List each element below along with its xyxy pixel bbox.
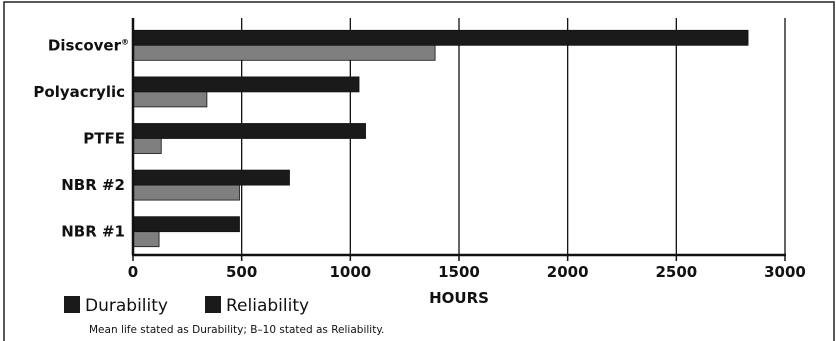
bar-durability-nbr-1 bbox=[132, 216, 240, 233]
bar-reliability-nbr-1 bbox=[132, 231, 160, 248]
chart-note: Mean life stated as Durability; B–10 sta… bbox=[89, 324, 384, 336]
category-label: PTFE bbox=[83, 130, 125, 148]
bar-reliability-nbr-2 bbox=[132, 184, 240, 201]
bar-durability-polyacrylic bbox=[132, 76, 360, 93]
tick-label: 2500 bbox=[655, 263, 697, 281]
tick-label: 2000 bbox=[547, 263, 589, 281]
tick-label: 1000 bbox=[329, 263, 371, 281]
legend-label: Reliability bbox=[226, 296, 309, 316]
bar-durability-nbr-2 bbox=[132, 169, 290, 186]
legend: Durability Reliability bbox=[64, 296, 309, 316]
tick-label: 1500 bbox=[438, 263, 480, 281]
tick-label: 500 bbox=[226, 263, 257, 281]
x-ticks: 0 500 1000 1500 2000 2500 3000 bbox=[128, 255, 806, 281]
legend-swatch bbox=[205, 296, 221, 313]
bar-durability-discover bbox=[132, 29, 749, 46]
category-label: NBR #2 bbox=[61, 176, 125, 194]
category-labels: Discover® Polyacrylic PTFE NBR #2 NBR #1 bbox=[33, 36, 129, 240]
bar-reliability-polyacrylic bbox=[132, 91, 208, 108]
category-label: NBR #1 bbox=[61, 223, 125, 241]
tick-label: 3000 bbox=[764, 263, 806, 281]
bar-reliability-ptfe bbox=[132, 138, 162, 154]
legend-swatch bbox=[64, 296, 80, 313]
bars bbox=[132, 29, 749, 248]
category-label: Polyacrylic bbox=[33, 83, 125, 101]
bar-durability-ptfe bbox=[132, 123, 366, 139]
tick-label: 0 bbox=[128, 263, 138, 281]
bar-reliability-discover bbox=[132, 44, 436, 61]
legend-label: Durability bbox=[85, 296, 168, 316]
x-axis-title: HOURS bbox=[429, 289, 489, 307]
category-label: Discover® bbox=[48, 36, 129, 54]
